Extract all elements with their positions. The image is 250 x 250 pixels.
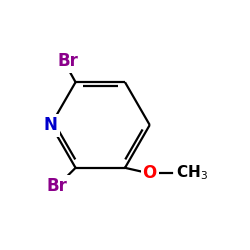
Text: N: N <box>44 116 58 134</box>
Text: Br: Br <box>46 177 68 195</box>
Text: O: O <box>142 164 157 182</box>
Text: CH$_3$: CH$_3$ <box>176 164 208 182</box>
Text: Br: Br <box>58 52 78 70</box>
